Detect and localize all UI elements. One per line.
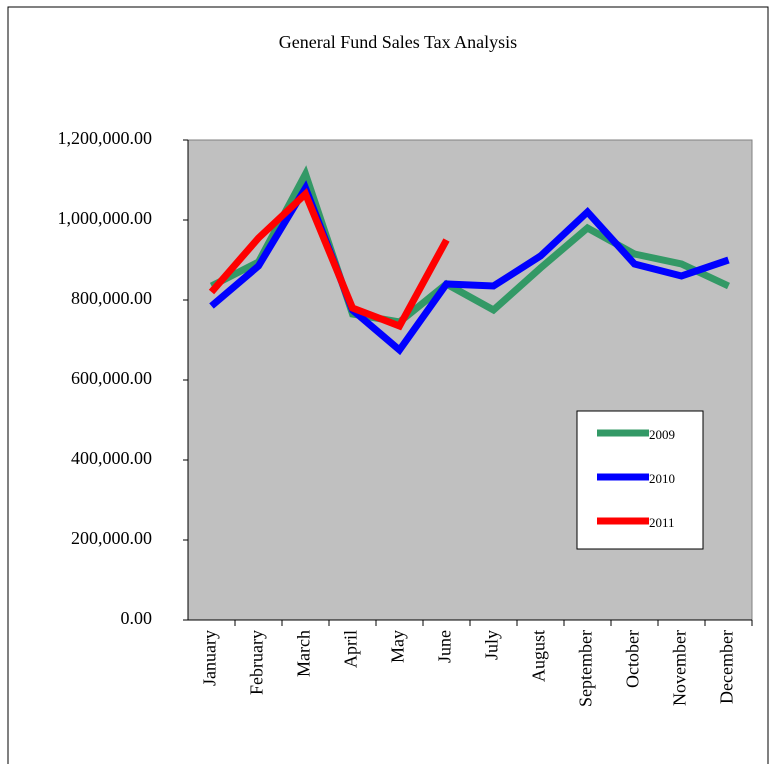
x-tick-label: December [717,630,737,704]
y-tick-label: 200,000.00 [71,528,152,548]
legend-label: 2009 [649,427,675,442]
y-tick-label: 400,000.00 [71,448,152,468]
x-tick-label: October [623,630,643,688]
series-line [208,187,450,331]
legend-label: 2011 [649,515,675,530]
x-tick-label: May [388,630,408,663]
x-tick-label: July [482,630,502,660]
x-tick-label: June [435,630,455,663]
x-tick-label: March [294,630,314,677]
y-tick-label: 800,000.00 [71,288,152,308]
y-tick-label: 0.00 [121,608,153,628]
x-tick-label: November [670,630,690,706]
y-tick-label: 1,200,000.00 [58,128,153,148]
chart-title: General Fund Sales Tax Analysis [279,32,517,52]
y-tick-label: 600,000.00 [71,368,152,388]
legend-label: 2010 [649,471,675,486]
y-tick-label: 1,000,000.00 [58,208,153,228]
x-tick-label: April [341,630,361,668]
x-tick-label: January [200,630,220,686]
series-line [209,165,730,326]
x-tick-label: August [529,630,549,682]
x-tick-label: February [247,630,267,695]
x-tick-label: September [576,630,596,707]
